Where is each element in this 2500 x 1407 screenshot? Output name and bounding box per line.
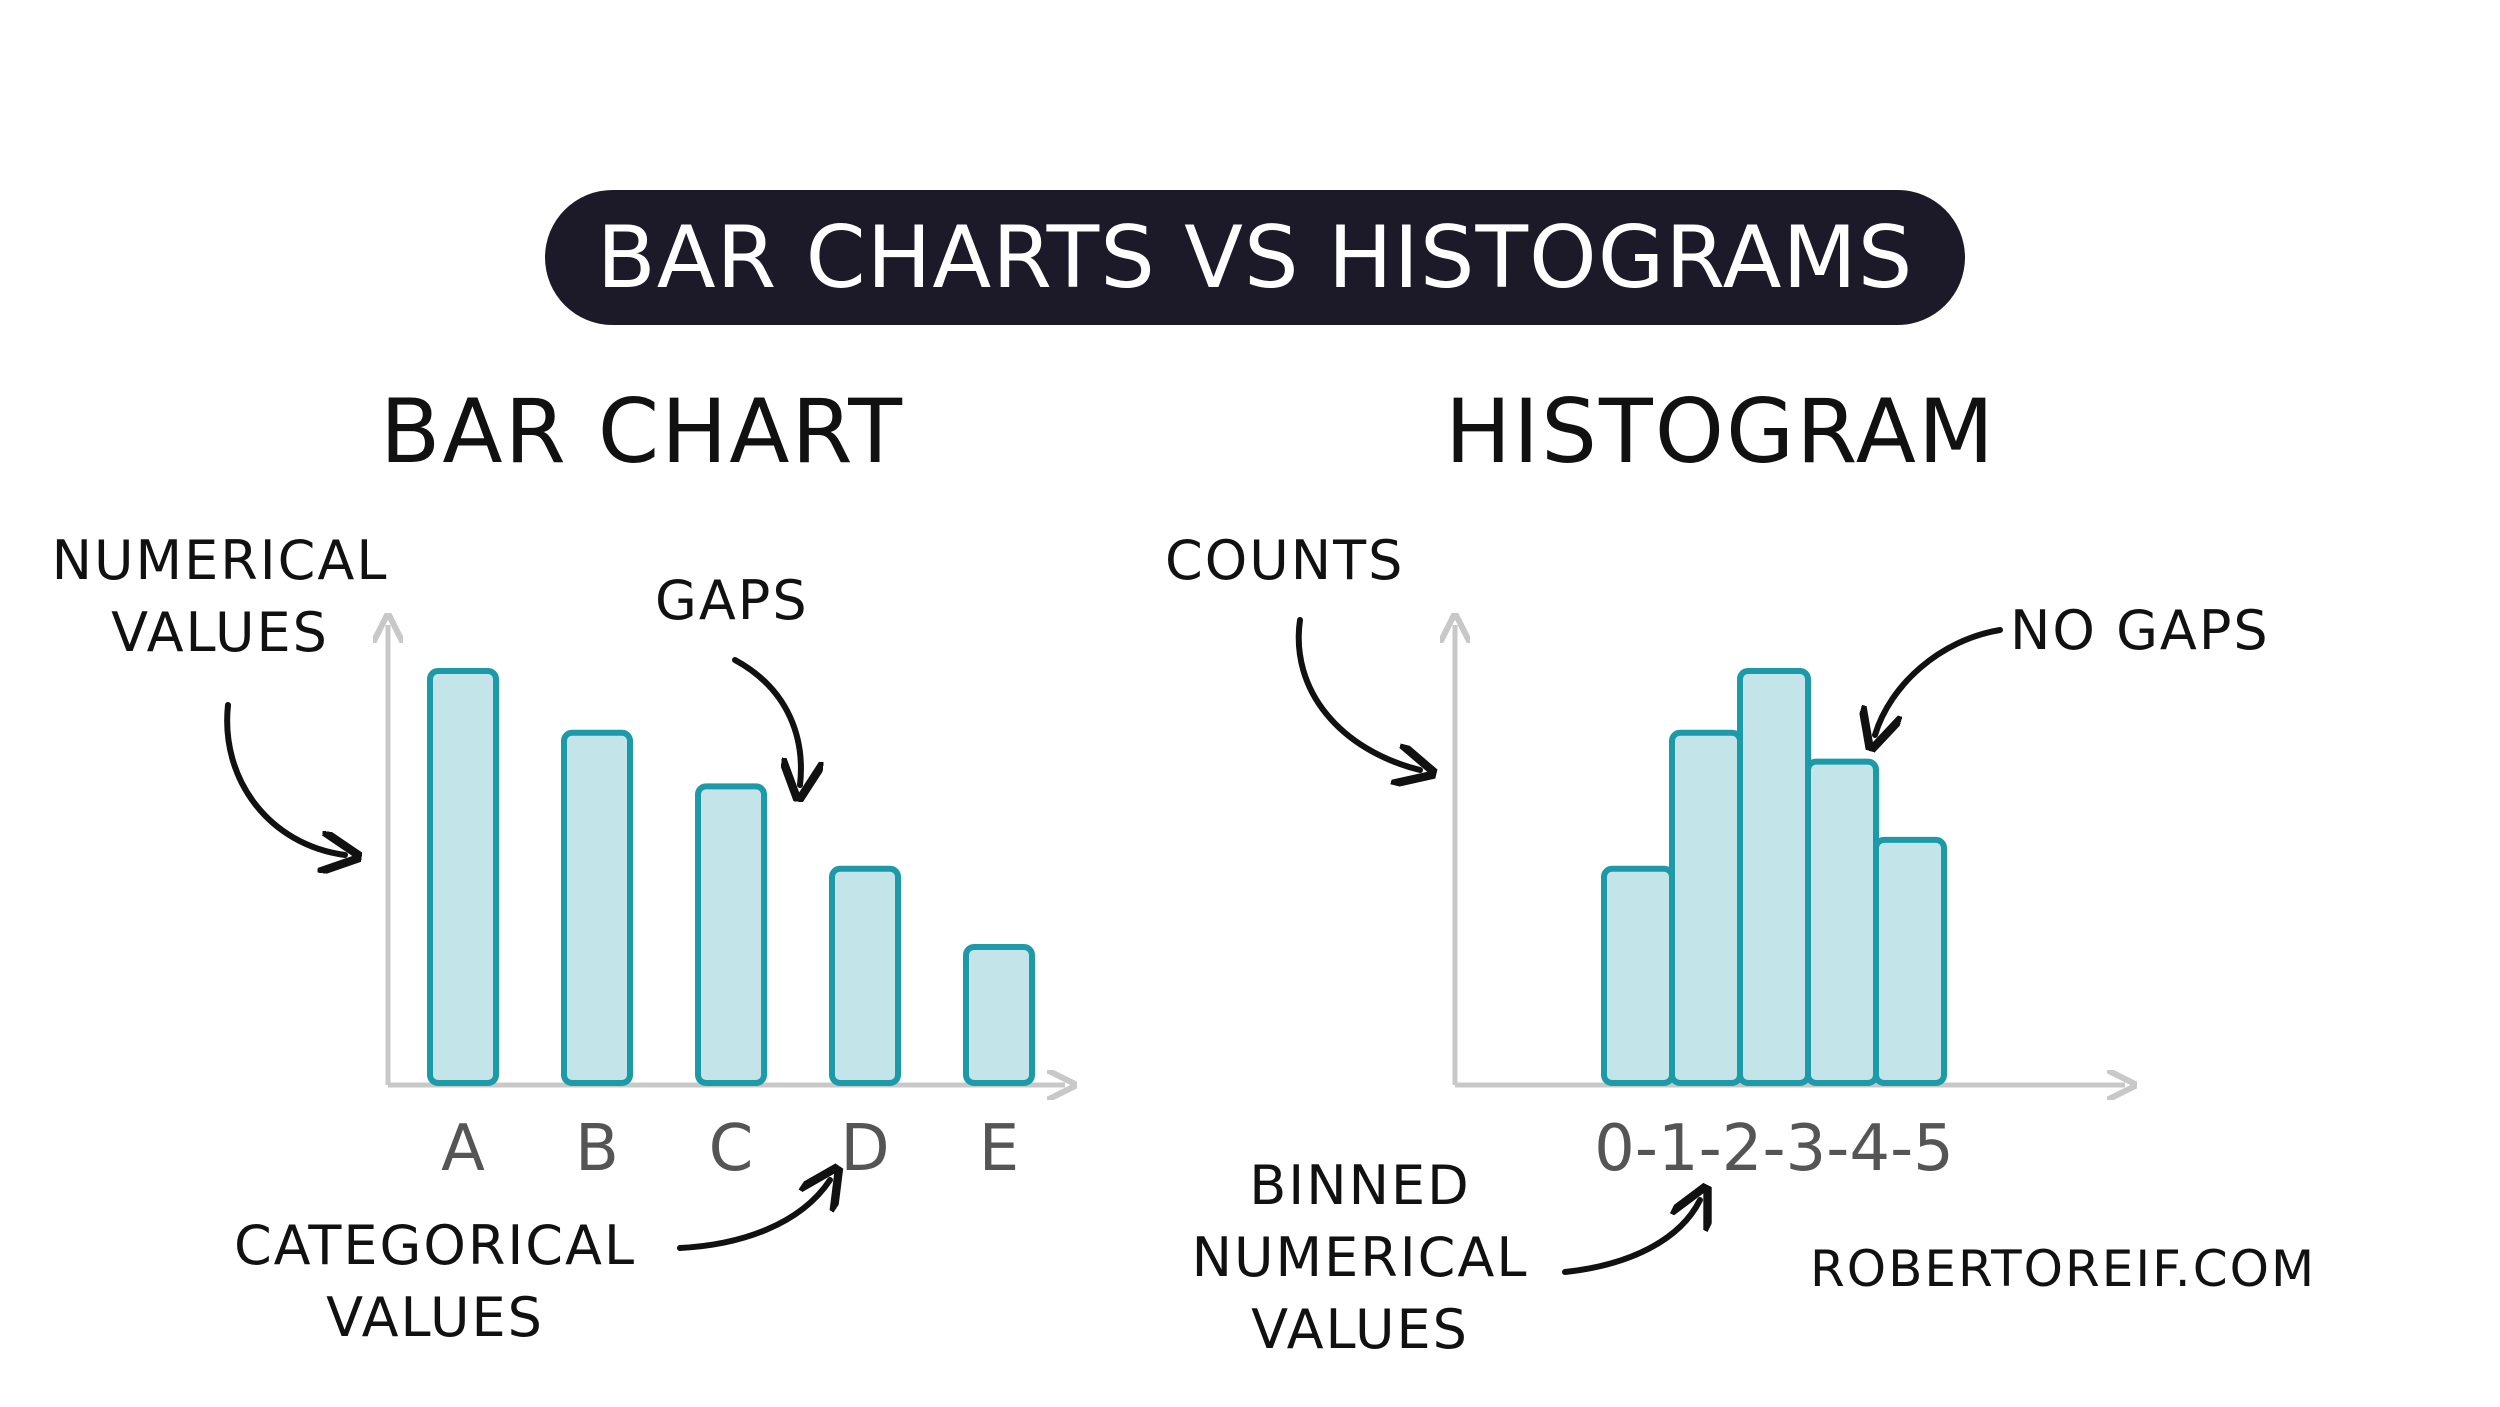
- hist-x-annotation: BINNED NUMERICAL VALUES: [1170, 1150, 1550, 1366]
- bar-a: [427, 668, 499, 1086]
- no-gaps-annotation: NO GAPS: [2010, 599, 2270, 662]
- counts-annotation: COUNTS: [1165, 529, 1405, 592]
- bar-d: [829, 865, 901, 1087]
- gaps-arrow: [732, 657, 801, 785]
- counts-arrow: [1295, 617, 1420, 770]
- histogram-bin-4-5: [1873, 836, 1947, 1086]
- histogram-bars: [1601, 668, 1947, 1087]
- bar-x-annotation-line1: CATEGORICAL: [233, 1214, 637, 1277]
- hist-x-annotation-line3: VALUES: [1251, 1298, 1469, 1361]
- histogram-bin-2-3: [1737, 668, 1811, 1086]
- title-pill: BAR CHARTS VS HISTOGRAMS: [545, 190, 1965, 325]
- bar-chart-bars: [427, 668, 1035, 1087]
- x-tick-label: E: [979, 1112, 1019, 1186]
- x-tick-label: C: [709, 1112, 754, 1186]
- histogram-heading: HISTOGRAM: [1445, 380, 1996, 483]
- bar-b: [561, 729, 633, 1086]
- x-tick-label: B: [575, 1112, 619, 1186]
- histogram-bin-0-1: [1601, 865, 1675, 1087]
- hist-x-annotation-line1: BINNED: [1249, 1154, 1471, 1217]
- categorical-values-arrow: [677, 1180, 830, 1251]
- x-tick-label: D: [840, 1112, 889, 1186]
- histogram-bin-1-2: [1669, 729, 1743, 1086]
- bar-y-annotation-line2: VALUES: [111, 601, 329, 664]
- bar-x-annotation: CATEGORICAL VALUES: [215, 1210, 655, 1354]
- histogram-bin-3-4: [1805, 758, 1879, 1086]
- bar-x-annotation-line2: VALUES: [326, 1286, 544, 1349]
- bar-e: [963, 944, 1035, 1086]
- bar-y-annotation-line1: NUMERICAL: [51, 529, 389, 592]
- histogram-ticks: 0-1-2-3-4-5: [1594, 1112, 1954, 1186]
- hist-x-annotation-line2: NUMERICAL: [1191, 1226, 1529, 1289]
- no-gaps-arrow: [1875, 627, 2003, 735]
- credit-text: ROBERTOREIF.COM: [1810, 1240, 2317, 1298]
- gaps-annotation: GAPS: [655, 569, 809, 632]
- page-title: BAR CHARTS VS HISTOGRAMS: [596, 207, 1914, 308]
- bar-y-annotation: NUMERICAL VALUES: [40, 525, 400, 669]
- x-tick-label: A: [441, 1112, 485, 1186]
- bar-chart-ticks: A B C D E: [441, 1112, 1019, 1186]
- binned-values-arrow: [1562, 1200, 1700, 1275]
- numerical-values-arrow: [224, 702, 345, 855]
- bar-chart-heading: BAR CHART: [380, 380, 904, 483]
- bar-c: [695, 783, 767, 1086]
- x-tick-labels: 0-1-2-3-4-5: [1594, 1112, 1954, 1186]
